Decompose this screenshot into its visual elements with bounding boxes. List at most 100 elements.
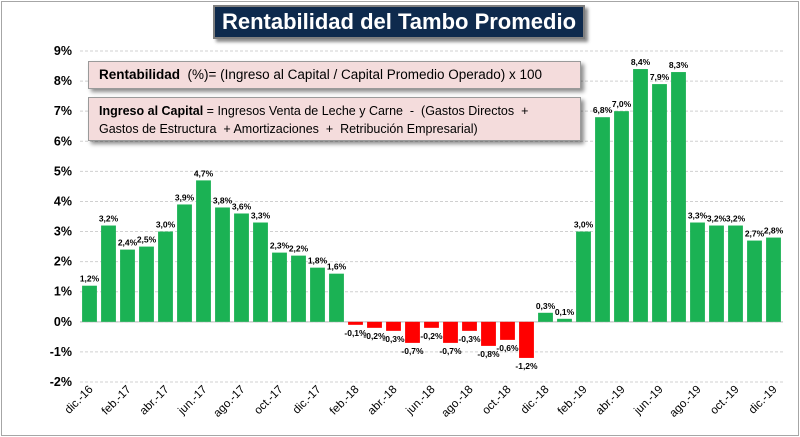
data-label: 3,2%: [99, 214, 119, 224]
bar: [405, 321, 420, 343]
data-label: 2,5%: [137, 235, 157, 245]
formula-note: Rentabilidad (%)= (Ingreso al Capital / …: [88, 61, 581, 89]
data-label: -0,2%: [363, 331, 386, 341]
bar: [500, 321, 515, 340]
bar: [424, 321, 439, 328]
data-label: 1,2%: [80, 274, 100, 284]
bar: [291, 255, 306, 322]
data-label: 8,3%: [669, 60, 689, 70]
x-tick-label: jun.-19: [632, 384, 666, 418]
bar: [690, 222, 705, 322]
bar: [101, 225, 116, 322]
y-tick-label: 0%: [54, 315, 72, 329]
y-tick-label: 2%: [54, 255, 72, 269]
data-label: 7,9%: [650, 72, 670, 82]
definition-line2: Gastos de Estructura + Amortizaciones + …: [99, 122, 478, 136]
data-label: 4,7%: [194, 168, 214, 178]
y-tick-label: 5%: [54, 164, 72, 178]
x-tick-label: jun.-17: [176, 384, 210, 418]
data-label: -0,3%: [458, 334, 481, 344]
data-label: 2,4%: [118, 238, 138, 248]
x-tick-label: jun.-18: [404, 384, 438, 418]
bar: [82, 285, 97, 322]
bar: [709, 225, 724, 322]
data-label: -1,2%: [515, 361, 538, 371]
data-label: 3,6%: [232, 201, 252, 211]
y-tick-label: 6%: [54, 134, 72, 148]
data-label: 3,8%: [213, 195, 233, 205]
bar: [519, 321, 534, 358]
x-tick-label: ago.-19: [668, 384, 704, 420]
bar: [253, 222, 268, 322]
data-label: 2,3%: [270, 241, 290, 251]
y-tick-label: 9%: [54, 44, 72, 58]
chart-title: Rentabilidad del Tambo Promedio: [213, 5, 585, 39]
bar: [747, 240, 762, 322]
bar: [595, 117, 610, 322]
bar: [386, 321, 401, 331]
data-label: 3,3%: [251, 211, 271, 221]
bar: [348, 321, 363, 325]
bar: [538, 312, 553, 322]
bar: [671, 72, 686, 322]
x-tick-label: oct.-17: [252, 384, 285, 417]
data-label: 6,8%: [593, 105, 613, 115]
data-labels: 1,2%3,2%2,4% 2,5%3,0%3,9%4,7%3,8%3,6%3,3%…: [80, 57, 784, 371]
y-tick-label: 3%: [54, 225, 72, 239]
bar: [177, 204, 192, 322]
y-tick-label: 4%: [54, 194, 72, 208]
bar: [462, 321, 477, 331]
data-label: 3,0%: [156, 220, 176, 230]
bar: [443, 321, 458, 343]
bar: [367, 321, 382, 328]
bar: [766, 237, 781, 322]
bar: [158, 231, 173, 322]
formula-term: Rentabilidad: [99, 67, 181, 82]
data-label: 0,1%: [555, 307, 575, 317]
x-tick-label: feb.-17: [100, 384, 134, 418]
x-tick-label: dic.-18: [519, 384, 552, 417]
y-tick-label: -1%: [50, 345, 72, 359]
bar: [234, 213, 249, 322]
data-label: -0,8%: [477, 349, 500, 359]
bar: [652, 84, 667, 322]
x-tick-label: abr.-18: [366, 384, 400, 418]
definition-line1: = Ingresos Venta de Leche y Carne - (Gas…: [203, 104, 529, 118]
x-tick-label: feb.-19: [556, 384, 590, 418]
y-tick-label: -2%: [50, 375, 72, 389]
data-label: -0,6%: [496, 343, 519, 353]
x-tick-label: dic.-19: [747, 384, 780, 417]
data-label: 0,3%: [536, 301, 556, 311]
x-tick-label: abr.-19: [594, 384, 628, 418]
bar: [728, 225, 743, 322]
bar: [576, 231, 591, 322]
definition-note: Ingreso al Capital = Ingresos Venta de L…: [88, 97, 581, 141]
bar: [481, 321, 496, 346]
data-label: 3,9%: [175, 192, 195, 202]
data-label: -0,1%: [344, 328, 367, 338]
data-label: 3,2%: [707, 214, 727, 224]
bar: [329, 273, 344, 322]
bar: [633, 69, 648, 322]
data-label: 3,0%: [574, 220, 594, 230]
x-tick-label: ago.-17: [212, 384, 248, 420]
data-label: 1,8%: [308, 256, 328, 266]
bar: [120, 249, 135, 322]
data-label: 3,2%: [726, 214, 746, 224]
data-label: 3,3%: [688, 211, 708, 221]
data-label: -0,2%: [420, 331, 443, 341]
x-tick-label: feb.-18: [328, 384, 362, 418]
data-label: 8,4%: [631, 57, 651, 67]
bar: [215, 207, 230, 322]
bar: [196, 180, 211, 322]
x-tick-label: abr.-17: [138, 384, 172, 418]
x-tick-label: dic.-17: [291, 384, 324, 417]
x-tick-labels: dic.-16 feb.-17 abr.-17 jun.-17 ago.-17 oct.-…: [63, 384, 780, 420]
bar: [139, 246, 154, 322]
y-tick-labels: -2% -1% 0% 1% 2% 3% 4% 5% 6% 7% 8% 9%: [50, 44, 72, 389]
bar: [557, 318, 572, 322]
bars: [82, 69, 781, 358]
x-tick-label: oct.-19: [708, 384, 741, 417]
x-tick-label: oct.-18: [480, 384, 513, 417]
